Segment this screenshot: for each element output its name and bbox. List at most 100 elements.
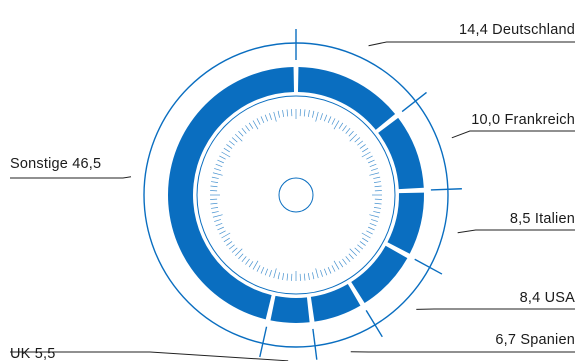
dial-tick [241, 256, 247, 263]
dial-tick [269, 113, 272, 120]
dial-tick [320, 113, 323, 120]
dial-tick [308, 272, 310, 280]
dial-tick [373, 211, 381, 214]
dial-tick [221, 232, 231, 239]
separator-tick [401, 91, 427, 113]
dial-tick [286, 273, 289, 281]
segment-usa [351, 245, 408, 304]
dial-tick [357, 244, 364, 250]
dial-tick [315, 111, 319, 122]
dial-tick [234, 248, 243, 257]
segment-deutschland [297, 67, 396, 130]
dial-tick [345, 256, 351, 263]
leader-uk [10, 351, 289, 361]
dial-tick [212, 214, 223, 218]
dial-tick [362, 147, 369, 153]
dial-tick [323, 114, 328, 122]
segment-sonstige [168, 67, 295, 320]
segment-uk [270, 295, 310, 323]
dial-tick [234, 133, 243, 142]
dial-tick [245, 258, 250, 265]
dial-tick [248, 122, 254, 129]
dial-tick [354, 247, 361, 253]
dial-tick [320, 270, 323, 277]
dial-tick [374, 202, 382, 205]
dial-tick [327, 267, 332, 274]
dial-tick [374, 185, 382, 188]
separator-tick [312, 328, 318, 360]
dial-tick [342, 125, 347, 132]
dial-tick [348, 130, 354, 137]
dial-tick [228, 140, 235, 146]
label-deutschland: 14,4 Deutschland [459, 22, 575, 38]
dial-tick [348, 253, 354, 260]
dial-tick [282, 110, 284, 118]
dial-tick [345, 127, 351, 134]
segments [168, 67, 424, 323]
dial-tick [357, 140, 364, 146]
dial-tick [214, 219, 221, 222]
dial-tick [221, 151, 231, 158]
dial-tick [277, 272, 280, 280]
dial-tick [211, 211, 219, 214]
dial-tick [286, 109, 289, 117]
segment-frankreich [378, 117, 424, 190]
segment-spanien [310, 284, 361, 322]
dial-tick [371, 168, 378, 171]
dial-tick [369, 163, 377, 168]
dial-tick [277, 110, 280, 118]
dial-tick [354, 137, 361, 143]
dial-tick [226, 241, 233, 246]
dial-tick [219, 230, 226, 235]
dial-tick [219, 155, 226, 160]
dial-tick [308, 110, 310, 118]
dial-tick [303, 273, 306, 281]
label-spanien: 6,7 Spanien [495, 332, 575, 348]
segment-italien [387, 192, 424, 254]
dial-tick [211, 181, 219, 183]
dial-tick [333, 260, 340, 270]
dial-tick [373, 176, 381, 179]
dial-tick [210, 185, 218, 188]
center-hub [278, 177, 314, 213]
dial-tick [338, 122, 344, 129]
dial-tick [211, 207, 219, 209]
dial-tick [312, 272, 315, 280]
label-usa: 8,4 USA [520, 290, 576, 306]
dial-tick [215, 163, 223, 168]
dial-tick [245, 125, 250, 132]
dial-tick [349, 133, 358, 142]
dial-tick [248, 261, 254, 268]
dial-tick [269, 270, 272, 277]
dial-tick [273, 111, 277, 122]
label-uk: UK 5,5 [10, 346, 56, 361]
dial-tick [342, 258, 347, 265]
dial-tick [231, 247, 238, 253]
dial-tick [210, 202, 218, 205]
dial-tick [217, 159, 224, 164]
dial-tick [331, 265, 336, 272]
label-italien: 8,5 Italien [510, 211, 575, 227]
label-sonstige: Sonstige 46,5 [10, 156, 101, 172]
dial-tick [238, 130, 244, 137]
dial-tick [373, 181, 381, 183]
dial-tick [366, 155, 373, 160]
leader-deutschland [368, 41, 575, 47]
dial-tick [231, 137, 238, 143]
dial-tick [369, 214, 380, 218]
separator-ticks [259, 29, 462, 360]
dial-tick [333, 120, 340, 130]
dial-tick [361, 232, 371, 239]
dial-tick [338, 261, 344, 268]
dial-tick [349, 248, 358, 257]
dial-tick [212, 172, 223, 176]
dial-tick [369, 222, 377, 227]
dial-tick [260, 116, 265, 123]
dial-tick [260, 267, 265, 274]
dial-tick [264, 114, 269, 122]
separator-tick [414, 258, 443, 275]
dial-tick [252, 120, 259, 130]
leader-frankreich [451, 130, 575, 139]
dial-tick [312, 110, 315, 118]
